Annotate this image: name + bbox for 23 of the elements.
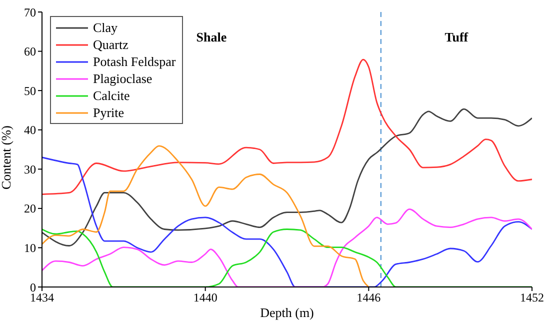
y-tick-label: 20: [24, 202, 36, 216]
y-tick-label: 70: [24, 5, 36, 20]
legend-label: Quartz: [93, 36, 128, 53]
legend-label: Potash Feldspar: [93, 53, 176, 70]
legend-label: Pyrite: [93, 104, 124, 121]
legend-label: Calcite: [93, 87, 130, 104]
y-tick-label: 10: [24, 240, 36, 255]
y-tick-label: 40: [24, 123, 36, 138]
y-tick-label: 50: [24, 84, 36, 98]
x-tick-label: 1446: [356, 290, 381, 305]
annotation: Tuff: [444, 29, 469, 44]
line-series: [42, 58, 532, 195]
y-tick-label: 30: [24, 162, 36, 176]
legend-label: Clay: [93, 19, 118, 36]
x-tick-label: 1440: [193, 290, 218, 305]
annotation: Shale: [196, 29, 227, 44]
line-series: [42, 108, 532, 246]
line-series: [42, 145, 370, 287]
y-axis-title: Content (%): [0, 126, 14, 190]
x-axis-title: Depth (m): [260, 305, 314, 320]
x-tick-label: 1452: [520, 290, 544, 305]
y-tick-label: 60: [24, 44, 36, 59]
legend-label: Plagioclase: [93, 70, 152, 87]
